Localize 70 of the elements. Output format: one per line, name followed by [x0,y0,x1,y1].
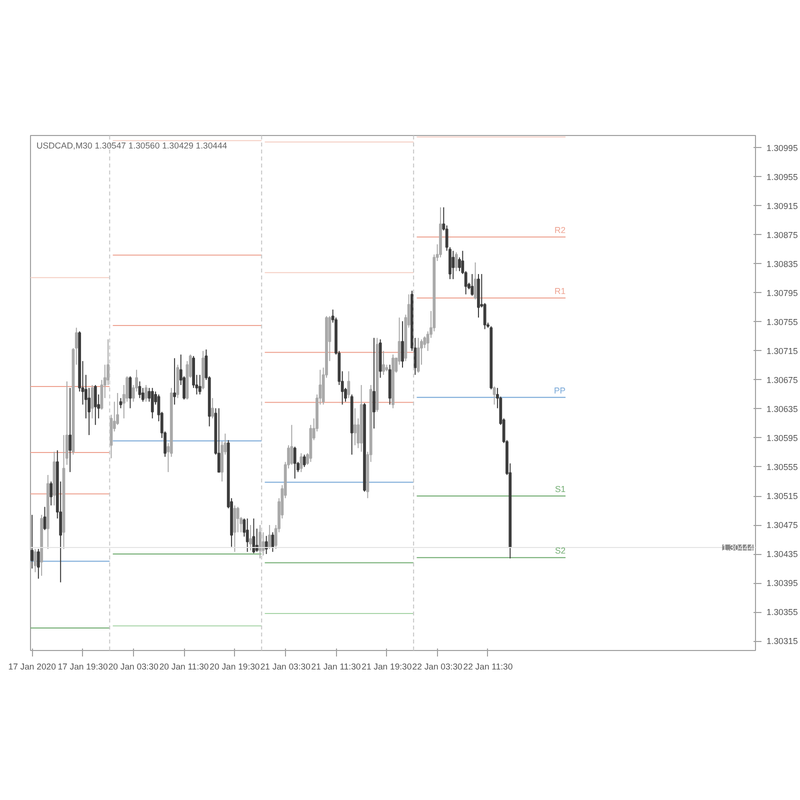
candlestick [268,524,271,550]
candlestick [454,252,458,272]
y-tick-label: 1.30795 [766,288,798,298]
y-tick-label: 1.30635 [766,404,798,414]
y-tick-label: 1.30755 [766,316,798,327]
y-tick-label: 1.30715 [766,346,798,356]
annotation: S1 [554,484,566,494]
candlestick [347,370,350,399]
candlestick [264,535,268,555]
y-tick-label: 1.30595 [766,432,798,443]
x-tick-label: 17 Jan 19:30 [58,662,108,672]
x-tick-label: 21 Jan 19:30 [362,662,412,672]
candlestick [198,374,202,395]
y-tick-label: 1.30315 [766,636,798,646]
candlestick [249,524,252,551]
candlestick [354,408,356,446]
candlestick [94,384,97,426]
y-tick-label: 1.30515 [766,491,798,501]
candlestick [252,518,256,554]
candlestick [416,337,420,374]
candlestick [246,518,249,552]
annotation: PP [554,385,566,396]
ref-line-label: 1.30444 [722,542,754,552]
candlestick [401,320,404,368]
y-tick-label: 1.30435 [766,549,798,560]
x-tick-label: 17 Jan 2020 [8,662,56,672]
candlestick [144,384,148,402]
candlestick [217,408,220,473]
y-tick-label: 1.30475 [766,520,798,530]
candlestick [30,514,34,570]
candlestick [302,454,306,468]
candlestick [470,274,474,296]
candlestick [452,250,455,280]
candlestick [290,424,294,466]
x-tick-label: 20 Jan 19:30 [210,662,260,672]
candlestick [173,358,176,406]
candlestick [382,350,385,376]
y-tick-label: 1.30675 [766,374,798,385]
x-tick-label: 20 Jan 03:30 [108,662,159,672]
y-tick-label: 1.30915 [766,200,798,211]
candlestick [474,262,477,300]
candlestick [300,452,303,473]
candlestick [236,506,240,533]
x-tick-label: 22 Jan 03:30 [412,662,463,672]
candlestick [36,548,40,580]
x-tick-label: 21 Jan 11:30 [311,662,361,672]
annotation: R2 [554,225,566,236]
candlestick [68,387,72,473]
candlestick [293,446,296,480]
candlestick [50,480,53,506]
y-tick-label: 1.30395 [766,578,798,588]
y-tick-label: 1.30875 [766,230,798,240]
candlestick [211,398,214,419]
candlestick [150,387,154,419]
candlestick [119,398,122,409]
candlestick [271,532,274,552]
x-tick-label: 21 Jan 03:30 [260,662,311,672]
y-tick-label: 1.30835 [766,258,798,269]
y-tick-label: 1.30995 [766,142,798,153]
x-tick-label: 20 Jan 11:30 [159,662,209,672]
y-tick-label: 1.30955 [766,172,798,182]
y-tick-label: 1.30555 [766,462,798,472]
text: USDCAD,M30 1.30547 1.30560 1.30429 1.30444 [36,140,228,150]
annotation: R1 [554,286,566,296]
candlestick [492,386,496,406]
y-tick-label: 1.30355 [766,607,798,618]
candlestick [138,380,142,399]
candlestick [372,337,376,430]
x-tick-label: 22 Jan 11:30 [463,662,513,672]
annotation: S2 [554,546,566,556]
